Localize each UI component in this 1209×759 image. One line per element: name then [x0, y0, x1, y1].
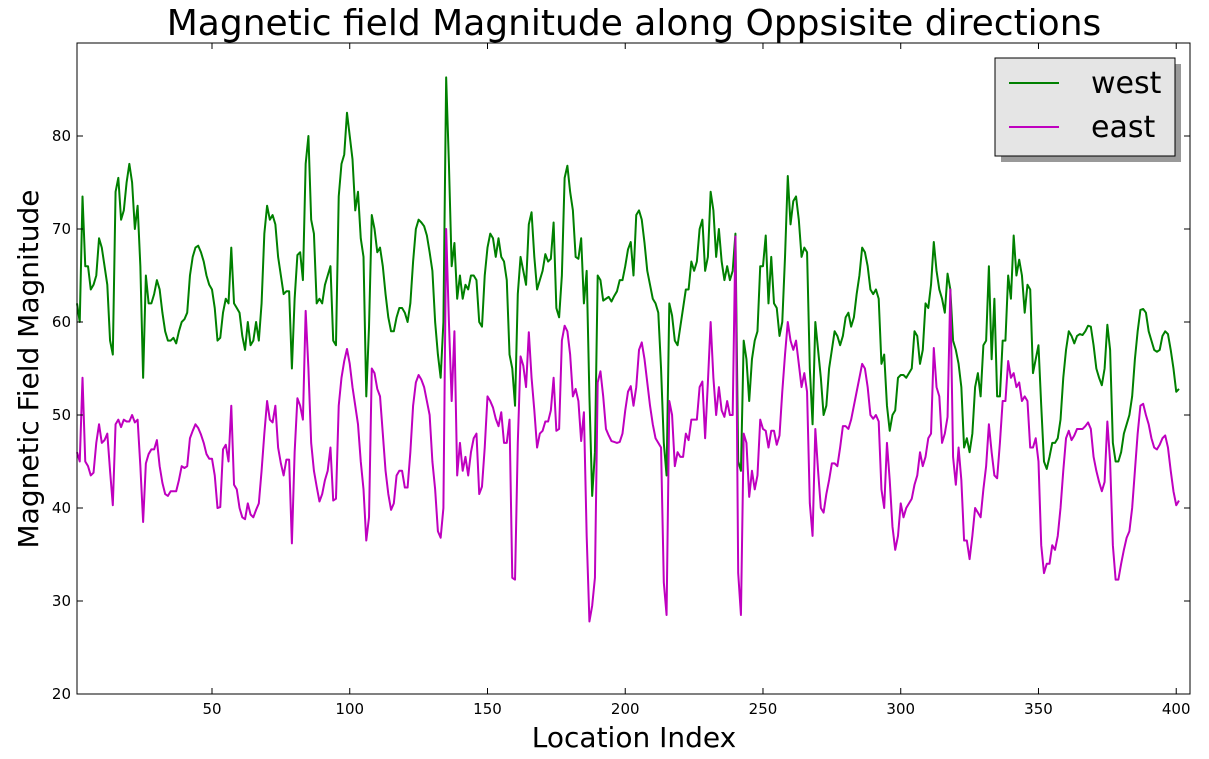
x-tick-label: 250 — [749, 700, 778, 718]
x-tick-label: 300 — [886, 700, 915, 718]
x-tick-label: 200 — [611, 700, 640, 718]
x-axis-ticks: 50 100 150 200 250 300 350 400 — [202, 43, 1191, 718]
series-line-east — [76, 228, 1180, 623]
legend: west east — [994, 57, 1181, 162]
y-tick-label: 40 — [52, 499, 71, 517]
x-tick-label: 150 — [473, 700, 502, 718]
legend-label-west: west — [1091, 66, 1162, 101]
y-tick-label: 80 — [52, 127, 71, 145]
y-axis-title: Magnetic Field Magnitude — [12, 190, 45, 549]
y-tick-label: 50 — [52, 406, 71, 424]
plot-frame — [76, 42, 1191, 695]
y-tick-label: 30 — [52, 592, 71, 610]
plot-area — [76, 42, 1191, 695]
legend-box — [994, 57, 1176, 157]
x-tick-label: 50 — [202, 700, 221, 718]
y-axis-ticks: 20 30 40 50 60 70 80 — [52, 127, 1190, 703]
y-tick-label: 20 — [52, 685, 71, 703]
y-tick-label: 60 — [52, 313, 71, 331]
x-tick-label: 100 — [335, 700, 364, 718]
chart-title: Magnetic field Magnitude along Oppsisite… — [167, 3, 1102, 44]
y-tick-label: 70 — [52, 220, 71, 238]
x-tick-label: 350 — [1024, 700, 1053, 718]
legend-label-east: east — [1091, 110, 1155, 145]
x-tick-label: 400 — [1162, 700, 1191, 718]
series-line-west — [76, 76, 1180, 497]
x-axis-title: Location Index — [532, 721, 736, 754]
